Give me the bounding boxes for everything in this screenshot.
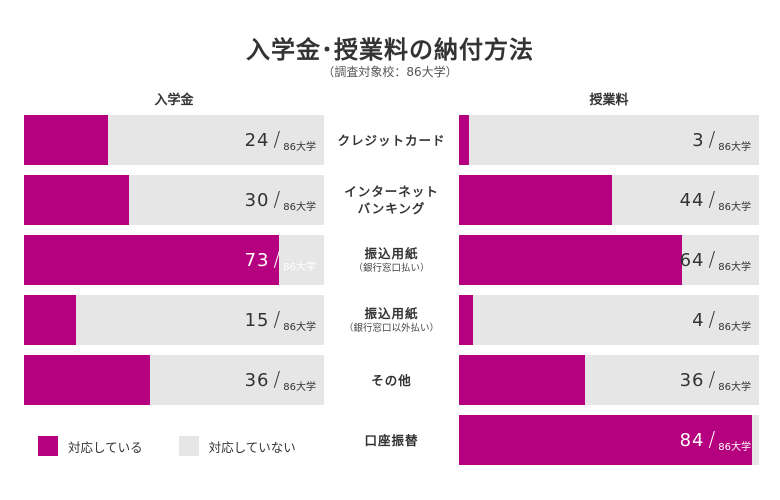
bar-fill — [24, 175, 129, 225]
category-label: その他 — [324, 355, 459, 405]
value-slash: / — [708, 127, 716, 151]
value-number: 84 — [679, 429, 705, 451]
bar-value-label: 15/86大学 — [245, 295, 316, 345]
value-number: 24 — [244, 129, 270, 151]
value-denominator: 86大学 — [283, 201, 316, 213]
bar-fill — [24, 235, 279, 285]
category-name: インターネット — [344, 184, 439, 199]
chart-title: 入学金･授業料の納付方法 — [246, 36, 534, 64]
bar-fill — [24, 295, 76, 345]
value-denominator: 86大学 — [718, 381, 751, 393]
bar-fill — [459, 235, 682, 285]
value-number: 36 — [679, 369, 705, 391]
bar-value-label: 30/86大学 — [245, 175, 316, 225]
value-number: 44 — [679, 189, 705, 211]
bar-track: 15/86大学 — [24, 295, 324, 345]
category-name: 口座振替 — [364, 432, 419, 448]
category-label: クレジットカード — [324, 115, 459, 165]
bar-track: 24/86大学 — [24, 115, 324, 165]
bar-fill — [459, 355, 585, 405]
category-subtext: （銀行窓口以外払い） — [343, 322, 439, 334]
value-slash: / — [708, 247, 716, 271]
bar-track: 30/86大学 — [24, 175, 324, 225]
value-denominator: 86大学 — [283, 141, 316, 153]
bar-track: 4/86大学 — [459, 295, 759, 345]
value-slash: / — [708, 307, 716, 331]
value-number: 4 — [692, 309, 705, 331]
bar-track: 44/86大学 — [459, 175, 759, 225]
value-slash: / — [273, 187, 281, 211]
category-name: 振込用紙 — [364, 245, 419, 261]
legend-item-supported: 対応している — [38, 436, 143, 456]
category-name: クレジットカード — [337, 132, 446, 148]
value-denominator: 86大学 — [718, 141, 751, 153]
value-slash: / — [708, 367, 716, 391]
bar-fill — [459, 115, 469, 165]
bar-track: 64/86大学 — [459, 235, 759, 285]
bar-track: 36/86大学 — [24, 355, 324, 405]
series-header-right: 授業料 — [589, 93, 629, 108]
category-label: 振込用紙 （銀行窓口以外払い） — [324, 295, 459, 345]
bar-track: 3/86大学 — [459, 115, 759, 165]
value-number: 15 — [244, 309, 270, 331]
bar-fill — [459, 295, 473, 345]
value-slash: / — [273, 307, 281, 331]
value-number: 3 — [692, 129, 705, 151]
legend: 対応している 対応していない — [38, 436, 332, 456]
bar-value-label: 3/86大学 — [692, 115, 751, 165]
bar-value-label: 24/86大学 — [245, 115, 316, 165]
legend-swatch-unsupported — [178, 436, 199, 456]
bar-value-label: 44/86大学 — [680, 175, 751, 225]
bar-track: 36/86大学 — [459, 355, 759, 405]
value-number: 73 — [244, 249, 270, 271]
value-number: 30 — [244, 189, 270, 211]
bar-value-label: 36/86大学 — [680, 355, 751, 405]
legend-label-supported: 対応している — [68, 439, 143, 455]
value-denominator: 86大学 — [283, 321, 316, 333]
value-number: 64 — [679, 249, 705, 271]
value-slash: / — [708, 427, 716, 451]
bar-fill — [459, 415, 752, 465]
bar-value-label: 73/86大学 — [245, 235, 316, 285]
category-subtext: （銀行窓口払い） — [353, 262, 430, 274]
value-denominator: 86大学 — [283, 261, 316, 273]
legend-label-unsupported: 対応していない — [208, 439, 296, 455]
bar-value-label: 4/86大学 — [692, 295, 751, 345]
category-label: 口座振替 — [324, 415, 459, 465]
value-denominator: 86大学 — [718, 201, 751, 213]
bar-fill — [24, 355, 150, 405]
value-slash: / — [273, 127, 281, 151]
bar-fill — [459, 175, 612, 225]
bar-value-label: 84/86大学 — [680, 415, 751, 465]
bar-fill — [24, 115, 108, 165]
category-label: インターネット バンキング — [324, 175, 459, 225]
value-slash: / — [273, 367, 281, 391]
value-slash: / — [708, 187, 716, 211]
category-name: バンキング — [357, 201, 426, 216]
legend-item-unsupported: 対応していない — [178, 436, 296, 456]
bar-track: 73/86大学 — [24, 235, 324, 285]
value-number: 36 — [244, 369, 270, 391]
chart-subtitle: （調査対象校：86大学） — [322, 65, 458, 79]
legend-swatch-supported — [38, 436, 58, 456]
category-label: 振込用紙 （銀行窓口払い） — [324, 235, 459, 285]
value-denominator: 86大学 — [718, 261, 751, 273]
bar-value-label: 64/86大学 — [680, 235, 751, 285]
series-header-left: 入学金 — [154, 93, 194, 108]
value-denominator: 86大学 — [718, 321, 751, 333]
category-name: 振込用紙 — [364, 305, 419, 321]
value-denominator: 86大学 — [718, 441, 751, 453]
value-slash: / — [273, 247, 281, 271]
bar-value-label: 36/86大学 — [245, 355, 316, 405]
category-name: その他 — [371, 372, 412, 388]
bar-track: 84/86大学 — [459, 415, 759, 465]
value-denominator: 86大学 — [283, 381, 316, 393]
